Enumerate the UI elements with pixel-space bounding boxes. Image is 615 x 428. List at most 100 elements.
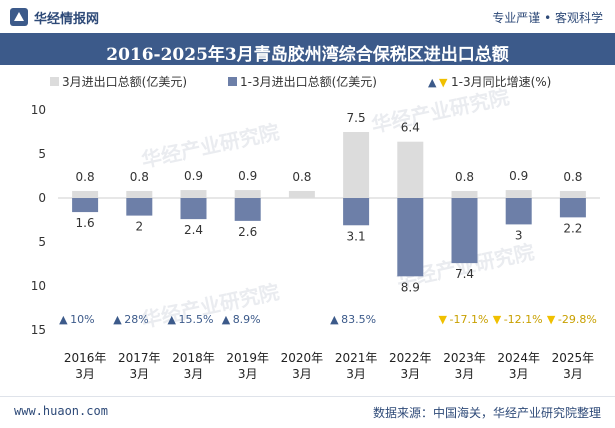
y-tick-label: 15 (31, 323, 46, 337)
x-tick-label: 3月 (346, 367, 366, 381)
top-bar: 华经情报网 专业严谨 • 客观科学 (0, 0, 615, 34)
monthly-bar (288, 190, 315, 198)
x-tick-label: 3月 (184, 367, 204, 381)
x-tick-label: 3月 (563, 367, 583, 381)
x-tick-label: 3月 (509, 367, 529, 381)
monthly-bar (343, 132, 370, 198)
x-tick-label: 2017年 (118, 351, 161, 365)
growth-value-label: 28% (124, 313, 148, 326)
x-tick-label: 3月 (238, 367, 258, 381)
legend: 3月进出口总额(亿美元) 1-3月进出口总额(亿美元) ▲ ▼ 1-3月同比增速(%) (50, 74, 551, 89)
x-tick-label: 2025年 (552, 351, 595, 365)
growth-labels: ▲ 10% ▲ 28% ▲ 15.5% ▲ 8.9% ▲ 83.5% ▼ -17.1% ▼ -12.1% ▼… (59, 313, 597, 326)
monthly-bar (397, 141, 424, 198)
legend-label-cumulative: 1-3月进出口总额(亿美元) (240, 74, 377, 89)
legend-swatch-monthly (50, 77, 59, 86)
monthly-value-label: 6.4 (401, 121, 420, 135)
growth-value-label: 15.5% (179, 313, 214, 326)
growth-value-label: 10% (70, 313, 94, 326)
cumulative-value-label: 1.6 (76, 216, 95, 230)
legend-label-growth: 1-3月同比增速(%) (451, 75, 551, 89)
cumulative-bar (505, 198, 532, 225)
y-tick-label: 0 (38, 191, 46, 205)
x-tick-label: 3月 (75, 367, 95, 381)
x-tick-label: 2023年 (443, 351, 486, 365)
monthly-value-label: 0.8 (455, 170, 474, 184)
legend-swatch-cumulative (228, 77, 237, 86)
brand-name[interactable]: 华经情报网 (34, 12, 100, 27)
legend-label-monthly: 3月进出口总额(亿美元) (62, 74, 187, 89)
title-band (0, 33, 615, 65)
growth-up-triangle-icon: ▲ (222, 313, 231, 326)
huajing-logo-icon (10, 8, 28, 26)
monthly-value-label: 0.9 (184, 169, 203, 183)
cumulative-bar (559, 198, 586, 218)
chart-area: 3月进出口总额(亿美元) 1-3月进出口总额(亿美元) ▲ ▼ 1-3月同比增速(%) … (31, 74, 600, 381)
monthly-value-label: 0.8 (292, 170, 311, 184)
x-tick-label: 2024年 (497, 351, 540, 365)
bars (72, 132, 586, 277)
legend-triangle-down-icon: ▼ (439, 76, 448, 89)
monthly-value-label: 0.8 (130, 170, 149, 184)
chart-title: 2016-2025年3月青岛胶州湾综合保税区进出口总额 (106, 45, 509, 65)
cumulative-bar (451, 198, 478, 264)
cumulative-value-label: 7.4 (455, 267, 474, 281)
cumulative-value-label: 8.9 (401, 280, 420, 294)
monthly-value-label: 0.9 (238, 169, 257, 183)
growth-down-triangle-icon: ▼ (493, 313, 502, 326)
growth-down-triangle-icon: ▼ (439, 313, 448, 326)
monthly-bar (559, 190, 586, 198)
monthly-bar (72, 190, 99, 198)
monthly-bar (234, 190, 261, 198)
x-tick-label: 3月 (129, 367, 149, 381)
cumulative-value-label: 3 (515, 228, 523, 242)
growth-down-triangle-icon: ▼ (547, 313, 556, 326)
growth-up-triangle-icon: ▲ (168, 313, 177, 326)
growth-value-label: 83.5% (341, 313, 376, 326)
x-tick-label: 3月 (455, 367, 475, 381)
monthly-value-label: 0.8 (563, 170, 582, 184)
growth-value-label: 8.9% (233, 313, 261, 326)
x-axis: 2016年 3月 2017年 3月 2018年 3月 2019年 3月 2020年 3月 2021年… (64, 351, 594, 381)
slogan: 专业严谨 • 客观科学 (492, 11, 603, 25)
x-tick-label: 2021年 (335, 351, 378, 365)
cumulative-bar (234, 198, 261, 221)
y-tick-label: 5 (38, 147, 46, 161)
cumulative-value-label: 2.2 (563, 221, 582, 235)
data-labels: 0.8 1.6 0.8 2 0.9 2.4 0.9 2.6 0.8 7.5 3.1 6.4 8.9 0.8… (76, 111, 583, 294)
growth-up-triangle-icon: ▲ (330, 313, 339, 326)
cumulative-bar (180, 198, 207, 220)
monthly-bar (451, 190, 478, 198)
x-tick-label: 3月 (292, 367, 312, 381)
cumulative-value-label: 2 (135, 220, 143, 234)
cumulative-bar (397, 198, 424, 277)
y-tick-label: 5 (38, 235, 46, 249)
x-tick-label: 2019年 (226, 351, 269, 365)
cumulative-value-label: 3.1 (347, 229, 366, 243)
growth-value-label: -29.8% (558, 313, 597, 326)
monthly-bar (505, 190, 532, 198)
site-url[interactable]: www.huaon.com (14, 404, 108, 418)
growth-value-label: -12.1% (504, 313, 543, 326)
x-tick-label: 2020年 (281, 351, 324, 365)
monthly-value-label: 0.9 (509, 169, 528, 183)
cumulative-bar (343, 198, 370, 226)
cumulative-value-label: 2.4 (184, 223, 203, 237)
cumulative-bar (72, 198, 99, 213)
monthly-bar (180, 190, 207, 198)
cumulative-bar (126, 198, 153, 216)
growth-up-triangle-icon: ▲ (59, 313, 68, 326)
footer (0, 396, 615, 428)
monthly-value-label: 0.8 (76, 170, 95, 184)
y-tick-label: 10 (31, 279, 46, 293)
x-tick-label: 2018年 (172, 351, 215, 365)
monthly-value-label: 7.5 (347, 111, 366, 125)
x-tick-label: 2016年 (64, 351, 107, 365)
monthly-bar (126, 190, 153, 198)
x-tick-label: 3月 (400, 367, 420, 381)
cumulative-value-label: 2.6 (238, 225, 257, 239)
growth-value-label: -17.1% (450, 313, 489, 326)
legend-triangle-up-icon: ▲ (428, 76, 437, 89)
y-tick-label: 10 (31, 103, 46, 117)
x-tick-label: 2022年 (389, 351, 432, 365)
